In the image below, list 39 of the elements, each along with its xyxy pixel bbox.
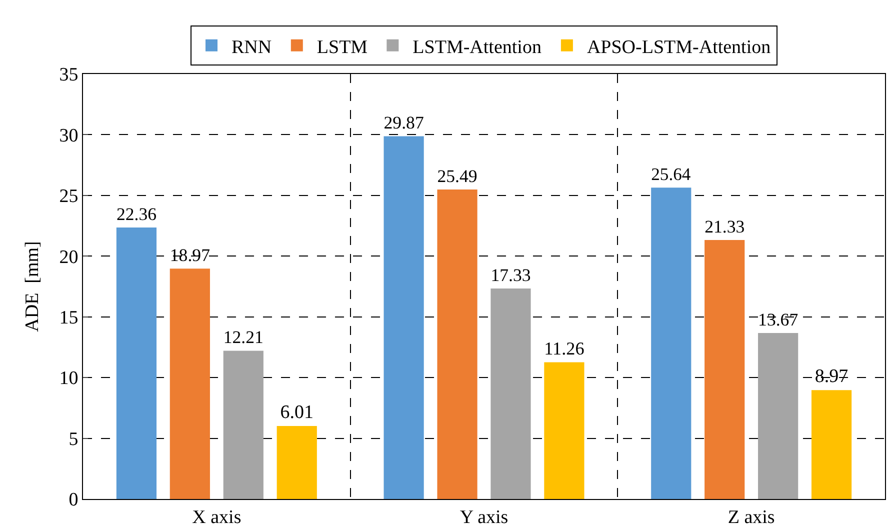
- data-label: 25.64: [651, 164, 691, 184]
- data-label: 13.67: [758, 309, 798, 330]
- legend-label: LSTM: [316, 36, 368, 58]
- legend-label: RNN: [232, 36, 272, 58]
- data-label: 21.33: [704, 216, 745, 236]
- bar: [544, 362, 584, 499]
- data-label: 12.21: [223, 327, 264, 348]
- y-tick-label: 0: [68, 490, 78, 511]
- y-tick-label: 15: [59, 308, 78, 329]
- data-label: 11.26: [544, 338, 584, 358]
- data-label: 29.87: [384, 112, 424, 133]
- bar: [276, 426, 317, 499]
- bar: [384, 136, 424, 499]
- bar: [811, 390, 852, 499]
- bar: [116, 227, 157, 499]
- bar: [223, 350, 264, 499]
- y-tick-label: 35: [59, 64, 78, 86]
- data-label: 17.33: [490, 264, 531, 285]
- bar: [704, 240, 745, 499]
- y-tick-label: 20: [59, 246, 78, 268]
- legend-label: APSO-LSTM-Attention: [586, 36, 772, 58]
- bar: [651, 188, 692, 499]
- y-tick-label: 25: [59, 186, 78, 208]
- y-tick-label: 10: [59, 368, 78, 390]
- y-axis-title: ADE [mm]: [22, 241, 44, 332]
- data-label: 22.36: [116, 204, 157, 224]
- bar: [170, 268, 210, 499]
- data-label: 8.97: [814, 366, 848, 388]
- data-label: 6.01: [280, 402, 314, 424]
- bar: [490, 288, 531, 499]
- y-tick-label: 5: [68, 428, 78, 450]
- bar: [758, 333, 798, 499]
- data-label: 25.49: [437, 166, 478, 186]
- bar: [437, 189, 478, 499]
- x-tick-label: Y axis: [460, 506, 508, 528]
- x-tick-label: Z axis: [728, 506, 775, 528]
- x-tick-label: X axis: [192, 506, 242, 528]
- legend-label: LSTM-Attention: [412, 36, 542, 58]
- y-tick-label: 30: [59, 125, 78, 146]
